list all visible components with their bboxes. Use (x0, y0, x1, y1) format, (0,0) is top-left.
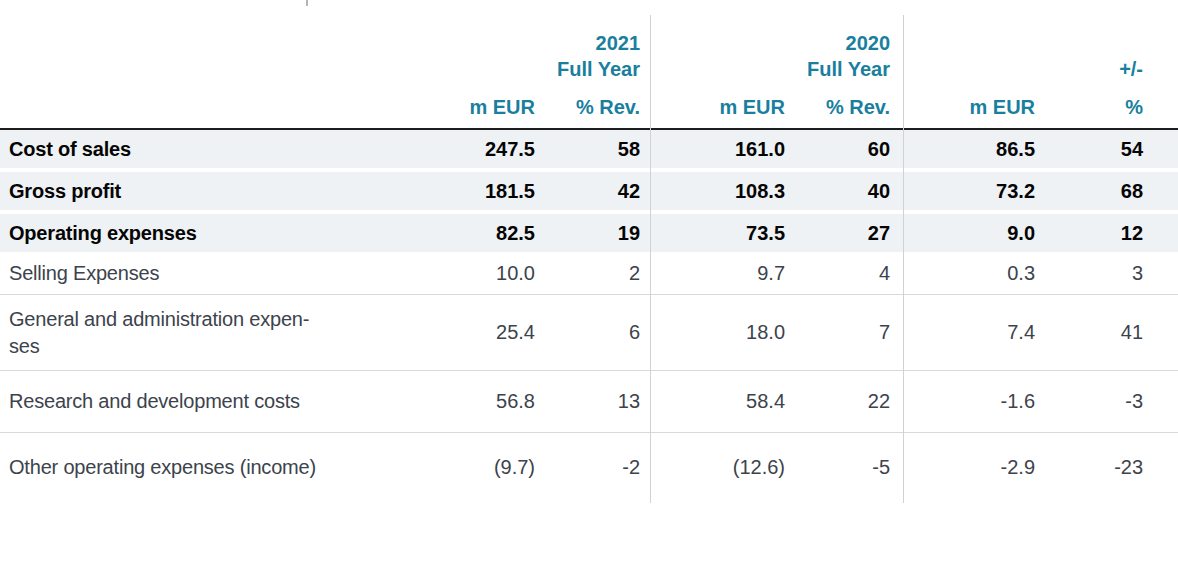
value-cell: 19 (535, 214, 651, 252)
value-cell: 9.0 (903, 214, 1035, 252)
value-cell: 22 (785, 371, 903, 433)
column-header-meur-2020: m EUR (651, 88, 785, 130)
value-cell: 247.5 (410, 130, 535, 172)
value-cell: 60 (785, 130, 903, 172)
value-cell: 181.5 (410, 172, 535, 214)
column-header-rev-2020: % Rev. (785, 88, 903, 130)
row-label: Operating expenses (0, 214, 410, 252)
value-cell: 4 (785, 252, 903, 295)
row-label: Other operating expenses (income) (0, 433, 410, 501)
value-cell: 25.4 (410, 295, 535, 371)
value-cell: 13 (535, 371, 651, 433)
value-cell: 10.0 (410, 252, 535, 295)
value-cell: 86.5 (903, 130, 1035, 172)
table-body: Cost of sales247.558161.06086.554Gross p… (0, 130, 1178, 501)
value-cell: 73.2 (903, 172, 1035, 214)
group-header-delta: +/- (903, 0, 1178, 88)
value-cell: 73.5 (651, 214, 785, 252)
value-cell: 161.0 (651, 130, 785, 172)
group-year-2021: 2021 (410, 30, 640, 56)
value-cell: 58.4 (651, 371, 785, 433)
row-label: Research and development costs (0, 371, 410, 433)
value-cell: 40 (785, 172, 903, 214)
value-cell: 7 (785, 295, 903, 371)
group-header-2021: 2021 Full Year (410, 0, 651, 88)
value-cell: 68 (1035, 172, 1178, 214)
group-header-spacer (0, 0, 410, 88)
value-cell: 27 (785, 214, 903, 252)
value-cell: 7.4 (903, 295, 1035, 371)
table-row: Other operating expenses (income)(9.7)-2… (0, 433, 1178, 501)
value-cell: 108.3 (651, 172, 785, 214)
column-header-rev-2021: % Rev. (535, 88, 651, 130)
value-cell: -2 (535, 433, 651, 501)
value-cell: -2.9 (903, 433, 1035, 501)
value-cell: 9.7 (651, 252, 785, 295)
column-header-meur-delta: m EUR (903, 88, 1035, 130)
value-cell: 18.0 (651, 295, 785, 371)
value-cell: -1.6 (903, 371, 1035, 433)
value-cell: 6 (535, 295, 651, 371)
group-header-2020: 2020 Full Year (651, 0, 903, 88)
income-statement-table: 2021 Full Year 2020 Full Year +/- m EUR … (0, 0, 1178, 501)
table-row: Cost of sales247.558161.06086.554 (0, 130, 1178, 172)
value-cell: 12 (1035, 214, 1178, 252)
row-label: Cost of sales (0, 130, 410, 172)
group-year-2020: 2020 (651, 30, 890, 56)
table-header: 2021 Full Year 2020 Full Year +/- m EUR … (0, 0, 1178, 130)
value-cell: 3 (1035, 252, 1178, 295)
table-row: Operating expenses82.51973.5279.012 (0, 214, 1178, 252)
column-header-row: m EUR % Rev. m EUR % Rev. m EUR % (0, 88, 1178, 130)
value-cell: -5 (785, 433, 903, 501)
table-row: Gross profit181.542108.34073.268 (0, 172, 1178, 214)
value-cell: 2 (535, 252, 651, 295)
row-label: General and administration expen- ses (0, 295, 410, 371)
table-row: Selling Expenses10.029.740.33 (0, 252, 1178, 295)
value-cell: -23 (1035, 433, 1178, 501)
value-cell: 58 (535, 130, 651, 172)
row-label: Gross profit (0, 172, 410, 214)
group-header-row: 2021 Full Year 2020 Full Year +/- (0, 0, 1178, 88)
column-header-meur-2021: m EUR (410, 88, 535, 130)
row-label: Selling Expenses (0, 252, 410, 295)
value-cell: (12.6) (651, 433, 785, 501)
group-period-2020: Full Year (651, 56, 890, 82)
column-header-spacer (0, 88, 410, 130)
group-period-delta: +/- (903, 56, 1143, 82)
column-header-pct-delta: % (1035, 88, 1178, 130)
value-cell: 54 (1035, 130, 1178, 172)
value-cell: 0.3 (903, 252, 1035, 295)
value-cell: -3 (1035, 371, 1178, 433)
value-cell: (9.7) (410, 433, 535, 501)
group-period-2021: Full Year (410, 56, 640, 82)
table-row: Research and development costs56.81358.4… (0, 371, 1178, 433)
table-row: General and administration expen- ses25.… (0, 295, 1178, 371)
value-cell: 56.8 (410, 371, 535, 433)
value-cell: 42 (535, 172, 651, 214)
page-canvas: 2021 Full Year 2020 Full Year +/- m EUR … (0, 0, 1178, 580)
value-cell: 82.5 (410, 214, 535, 252)
value-cell: 41 (1035, 295, 1178, 371)
